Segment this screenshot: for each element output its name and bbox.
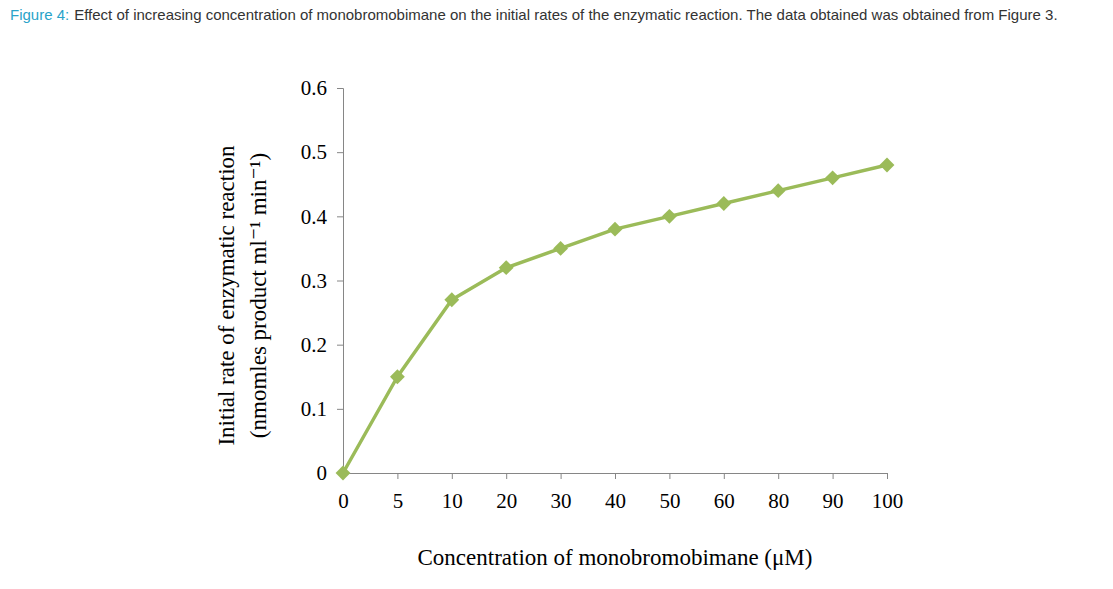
x-tick: 60 bbox=[714, 473, 735, 513]
y-tick: 0.3 bbox=[301, 269, 343, 293]
y-tick-label: 0.6 bbox=[301, 76, 327, 100]
data-point bbox=[771, 183, 786, 198]
x-tick-label: 100 bbox=[872, 489, 904, 513]
x-tick-label: 80 bbox=[768, 489, 789, 513]
data-point bbox=[390, 369, 405, 384]
caption: Figure 4: Effect of increasing concentrat… bbox=[10, 6, 1058, 23]
x-tick: 30 bbox=[551, 473, 572, 513]
x-axis: 0 5 10 20 30 40 50 60 80 90 100 bbox=[338, 473, 903, 513]
y-axis-title: Initial rate of enzymatic reaction bbox=[214, 145, 239, 446]
y-tick: 0.4 bbox=[301, 205, 343, 229]
x-tick: 50 bbox=[659, 473, 680, 513]
data-line bbox=[343, 165, 887, 473]
y-tick-mark bbox=[337, 88, 343, 89]
y-axis-title: (nmomles product ml⁻¹ min⁻¹) bbox=[246, 153, 271, 438]
x-tick-mark bbox=[397, 473, 398, 479]
x-tick-mark bbox=[452, 473, 453, 479]
x-tick-label: 60 bbox=[714, 489, 735, 513]
x-tick: 10 bbox=[442, 473, 463, 513]
x-tick-label: 40 bbox=[605, 489, 626, 513]
x-tick: 20 bbox=[496, 473, 517, 513]
x-tick: 40 bbox=[605, 473, 626, 513]
y-tick-mark bbox=[337, 281, 343, 282]
y-tick-label: 0.4 bbox=[301, 205, 328, 229]
data-point bbox=[608, 222, 623, 237]
y-tick: 0.5 bbox=[301, 140, 343, 164]
subtitle: Effect of increasing concentration of mo… bbox=[74, 6, 1057, 23]
x-tick-mark bbox=[724, 473, 725, 479]
y-tick: 0.6 bbox=[301, 76, 343, 100]
x-axis-line bbox=[344, 474, 888, 480]
x-tick: 5 bbox=[393, 473, 404, 513]
x-tick: 90 bbox=[823, 473, 844, 513]
x-tick-mark bbox=[506, 473, 507, 479]
y-axis-line bbox=[337, 89, 344, 474]
y-tick-label: 0 bbox=[317, 461, 328, 485]
data-point bbox=[499, 260, 514, 275]
x-tick-mark bbox=[669, 473, 670, 479]
x-tick: 100 bbox=[872, 473, 904, 513]
y-tick-mark bbox=[337, 345, 343, 346]
x-tick-mark bbox=[887, 473, 888, 479]
data-point bbox=[553, 241, 568, 256]
data-point bbox=[336, 466, 351, 481]
data-point bbox=[825, 170, 840, 185]
plot-area bbox=[336, 158, 895, 481]
x-tick-label: 20 bbox=[496, 489, 517, 513]
x-tick-mark bbox=[561, 473, 562, 479]
x-tick-label: 0 bbox=[338, 489, 349, 513]
y-tick-label: 0.5 bbox=[301, 140, 327, 164]
y-tick-label: 0.3 bbox=[301, 269, 327, 293]
title: Figure 4: bbox=[10, 6, 69, 23]
x-tick-mark bbox=[615, 473, 616, 479]
data-point bbox=[880, 158, 895, 173]
x-tick-mark bbox=[833, 473, 834, 479]
y-tick: 0.1 bbox=[301, 397, 343, 421]
x-tick-label: 90 bbox=[823, 489, 844, 513]
y-tick-label: 0.1 bbox=[301, 397, 327, 421]
data-point bbox=[662, 209, 677, 224]
x-tick-label: 10 bbox=[442, 489, 463, 513]
y-tick-mark bbox=[337, 216, 343, 217]
data-point bbox=[716, 196, 731, 211]
x-tick-label: 50 bbox=[659, 489, 680, 513]
x-tick-mark bbox=[778, 473, 779, 479]
y-tick-mark bbox=[337, 152, 343, 153]
x-tick-label: 30 bbox=[551, 489, 572, 513]
y-tick-mark bbox=[337, 409, 343, 410]
data-point bbox=[444, 292, 459, 307]
y-tick-label: 0.2 bbox=[301, 333, 327, 357]
y-axis: 0 0.1 0.2 0.3 0.4 0.5 0.6 bbox=[301, 76, 344, 485]
x-axis-title: Concentration of monobromobimane (μM) bbox=[418, 545, 813, 570]
x-tick: 80 bbox=[768, 473, 789, 513]
x-tick-label: 5 bbox=[393, 489, 404, 513]
y-tick: 0.2 bbox=[301, 333, 343, 357]
chart: Figure 4: Effect of increasing concentrat… bbox=[0, 0, 1113, 589]
